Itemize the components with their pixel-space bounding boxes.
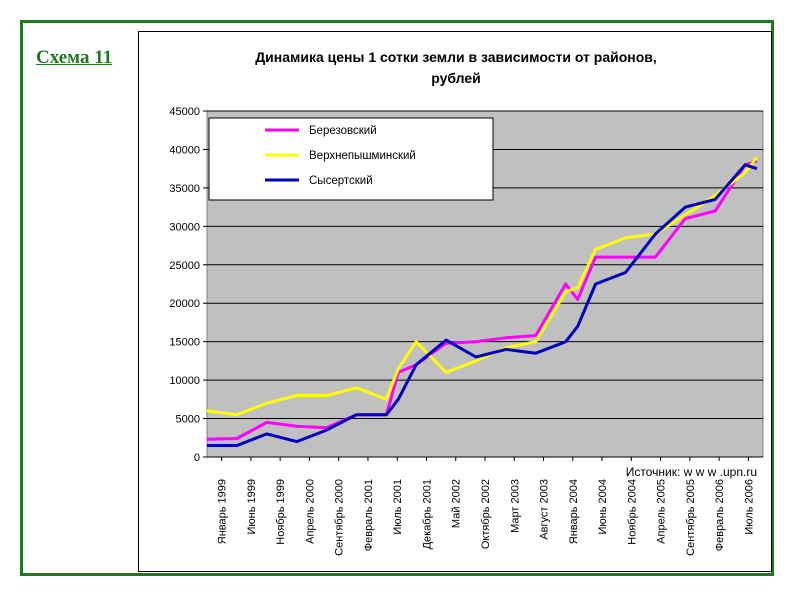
chart-title-line: Динамика цены 1 сотки земли в зависимост… — [255, 49, 657, 65]
scheme-label: Схема 11 — [36, 47, 113, 68]
y-tick-label: 20000 — [169, 298, 200, 310]
slide-frame — [20, 20, 774, 576]
y-tick-label: 40000 — [169, 144, 200, 156]
x-tick-label: Апрель 2000 — [304, 479, 316, 544]
legend-label: Сысертский — [309, 175, 373, 187]
x-tick-label: Август 2003 — [539, 479, 551, 540]
legend-label: Березовский — [309, 125, 377, 137]
x-tick-label: Июль 2001 — [392, 479, 404, 535]
x-tick-label: Сентябрь 2000 — [334, 479, 346, 556]
series-line — [207, 163, 758, 447]
x-tick-label: Апрель 2005 — [656, 479, 668, 544]
x-tick-label: Октябрь 2002 — [480, 479, 492, 549]
legend-box — [208, 117, 494, 201]
y-tick-label: 5000 — [176, 414, 200, 426]
line-chart: Динамика цены 1 сотки земли в зависимост… — [169, 49, 764, 556]
y-tick-label: 35000 — [169, 183, 200, 195]
x-tick-label: Ноябрь 1999 — [275, 479, 287, 545]
chart-container: Динамика цены 1 сотки земли в зависимост… — [138, 31, 772, 572]
x-tick-label: Сентябрь 2005 — [685, 479, 697, 556]
x-tick-label: Декабрь 2001 — [421, 479, 433, 549]
x-tick-label: Февраль 2001 — [363, 479, 375, 551]
series-line — [206, 159, 758, 441]
y-tick-label: 10000 — [169, 375, 200, 387]
source-note: Источник: w w w .upn.ru — [626, 465, 757, 479]
y-tick-label: 0 — [194, 452, 200, 464]
legend-label: Верхнепышминский — [309, 150, 416, 162]
x-tick-label: Июнь 1999 — [246, 479, 258, 535]
x-tick-label: Февраль 2006 — [714, 479, 726, 551]
y-tick-label: 25000 — [169, 260, 200, 272]
x-tick-label: Июнь 2004 — [597, 479, 609, 535]
x-tick-label: Март 2003 — [509, 479, 521, 533]
chart-title-line: рублей — [431, 70, 481, 86]
x-tick-label: Июль 2006 — [743, 479, 755, 535]
x-tick-label: Май 2002 — [451, 479, 463, 528]
y-tick-label: 15000 — [169, 337, 200, 349]
x-tick-label: Январь 2004 — [568, 479, 580, 544]
x-tick-label: Ноябрь 2004 — [626, 479, 638, 545]
y-tick-label: 30000 — [169, 221, 200, 233]
y-tick-label: 45000 — [169, 106, 200, 118]
x-tick-label: Январь 1999 — [217, 479, 229, 544]
